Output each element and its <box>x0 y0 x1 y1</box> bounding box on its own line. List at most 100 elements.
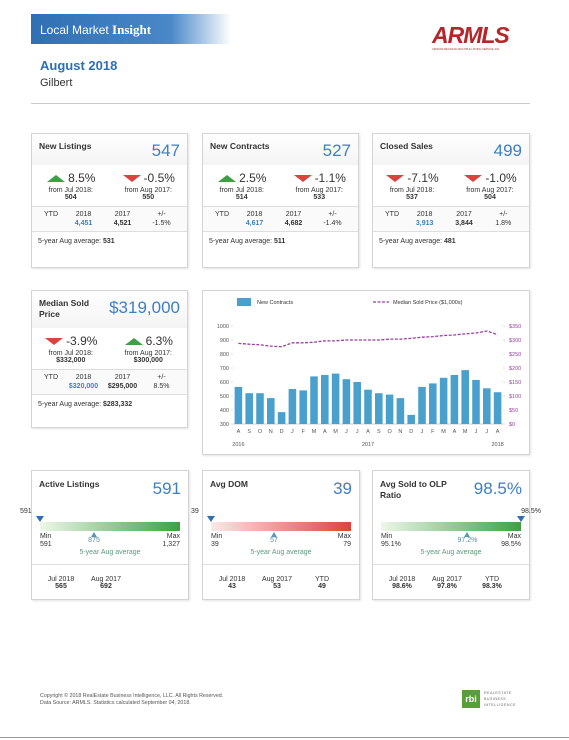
min-value: 591 <box>40 541 52 548</box>
source: Data Source: ARMLS. Statistics calculate… <box>40 700 191 706</box>
x-tick-label: J <box>356 429 359 435</box>
x-tick-label: A <box>237 429 241 435</box>
x-tick-label: A <box>323 429 327 435</box>
bar <box>267 398 275 424</box>
ytd-column: 2018 <box>246 211 263 218</box>
ytd-value: -1.4% <box>323 220 342 227</box>
logo-line: REALESTATE <box>484 691 512 695</box>
trend-arrow <box>122 174 141 182</box>
chart-card: 300 400 500 600 700 800 900 1000 $0 $50 $100 $150 $2… <box>202 290 530 455</box>
current-marker <box>36 516 44 522</box>
bar <box>483 388 491 424</box>
card-value: 547 <box>151 141 180 160</box>
y2-tick-label: $0 <box>509 422 515 428</box>
card-value: 39 <box>333 479 352 498</box>
footer-logo: rbi <box>462 690 480 708</box>
ytd-column: 2018 <box>75 211 92 218</box>
legend-label: Median Sold Price ($1,000s) <box>393 300 463 306</box>
x-tick-label: J <box>421 429 424 435</box>
change-percent: 8.5% <box>68 171 96 185</box>
average-value: 531 <box>103 238 115 245</box>
stat-label: YTD <box>315 576 329 583</box>
min-value: 39 <box>211 541 219 548</box>
average-marker <box>464 532 471 537</box>
bar <box>429 383 437 424</box>
ytd-column: 2017 <box>456 211 472 218</box>
max-label: Max <box>166 533 180 540</box>
stat-label: Aug 2017 <box>432 576 462 583</box>
average: 5-year Aug average: 511 <box>203 232 358 251</box>
trend-arrow <box>293 174 312 182</box>
change-label: from Jul 2018: <box>389 187 435 194</box>
stat-card: Closed Sales 499 -7.1% from Jul 2018: 537 -1.… <box>372 133 530 268</box>
ytd-value: 8.5% <box>153 383 170 390</box>
ytd-label: YTD <box>44 211 58 218</box>
card-title: New Listings <box>39 141 92 151</box>
average: 5-year Aug average: 481 <box>373 232 529 251</box>
ytd-column: +/- <box>157 374 166 381</box>
bar <box>277 412 286 424</box>
logo-subtitle: ARIZONA REGIONAL MULTIPLE LISTING SERVIC… <box>432 48 501 51</box>
stat-card: New Listings 547 8.5% from Jul 2018: 504 -0.5… <box>31 133 188 268</box>
stat-value: 97.8% <box>437 583 457 590</box>
change: 6.3% from Aug 2017: $300,000 <box>110 334 188 364</box>
logo-line: INTELLIGENCE <box>484 703 516 707</box>
change-row: 6.3% <box>110 334 188 348</box>
ytd-label: YTD <box>44 374 58 381</box>
divider <box>31 103 530 104</box>
average-value: 511 <box>274 238 286 245</box>
card-header: Active Listings 591 <box>32 471 188 503</box>
x-tick-label: F <box>302 429 306 435</box>
trend-arrow <box>218 174 237 182</box>
average-label: 5-year Aug average: <box>38 238 102 245</box>
change-row: -3.9% <box>32 334 110 348</box>
stat-value: 98.3% <box>482 583 502 590</box>
ytd-value: $295,000 <box>107 383 138 390</box>
ytd-column: +/- <box>499 211 508 218</box>
change-label: from Jul 2018: <box>48 187 93 194</box>
area: Gilbert <box>40 77 73 89</box>
gauge-bar <box>381 522 521 531</box>
ytd-spacer <box>38 383 64 390</box>
ytd-value: -1.5% <box>152 220 171 227</box>
bar <box>407 414 415 424</box>
card-header: Median Sold Price $319,000 <box>32 291 187 328</box>
ytd-spacer <box>38 220 64 227</box>
stat-card: New Contracts 527 2.5% from Jul 2018: 514 -1.… <box>202 133 359 268</box>
ytd-value: 4,451 <box>74 220 93 227</box>
bar <box>288 389 297 424</box>
average-value: 97.2% <box>457 537 478 544</box>
y-tick-label: 400 <box>220 408 229 414</box>
ytd-column: 2018 <box>75 374 92 381</box>
change-value: $332,000 <box>56 357 86 364</box>
ytd-label: YTD <box>385 211 399 218</box>
change-percent: 2.5% <box>239 171 267 185</box>
x-tick-label: A <box>366 429 370 435</box>
trend-arrow <box>45 337 64 345</box>
chart: 300 400 500 600 700 800 900 1000 $0 $50 $100 $150 $2… <box>217 298 521 448</box>
stat: Jul 2018 98.6% <box>381 576 423 590</box>
trend-arrow <box>386 174 405 182</box>
arrow-shape <box>47 174 66 182</box>
ytd-value: 4,682 <box>284 220 303 227</box>
y-tick-label: 700 <box>220 366 229 372</box>
x-tick-label: M <box>312 429 317 435</box>
card-header: New Contracts 527 <box>203 134 358 165</box>
bar <box>439 377 448 424</box>
change-percent: -1.0% <box>485 171 517 185</box>
change: 2.5% from Jul 2018: 514 <box>203 171 281 201</box>
logo-line: BUSINESS <box>484 697 507 701</box>
min-label: Min <box>40 533 52 540</box>
arrow-shape <box>464 174 483 182</box>
stat-value: 43 <box>228 583 236 590</box>
change-row: -0.5% <box>110 171 188 185</box>
bar <box>310 376 318 424</box>
change-label: from Aug 2017: <box>124 187 172 194</box>
ytd-value: $320,000 <box>68 383 99 390</box>
current-label: 591 <box>20 508 32 515</box>
ytd-column: 2017 <box>114 211 131 218</box>
card-header: Avg Sold to OLP Ratio 98.5% <box>373 471 529 505</box>
card-header: Closed Sales 499 <box>373 134 529 165</box>
change-row: 2.5% <box>203 171 281 185</box>
stat: Aug 2017 692 <box>85 576 127 590</box>
